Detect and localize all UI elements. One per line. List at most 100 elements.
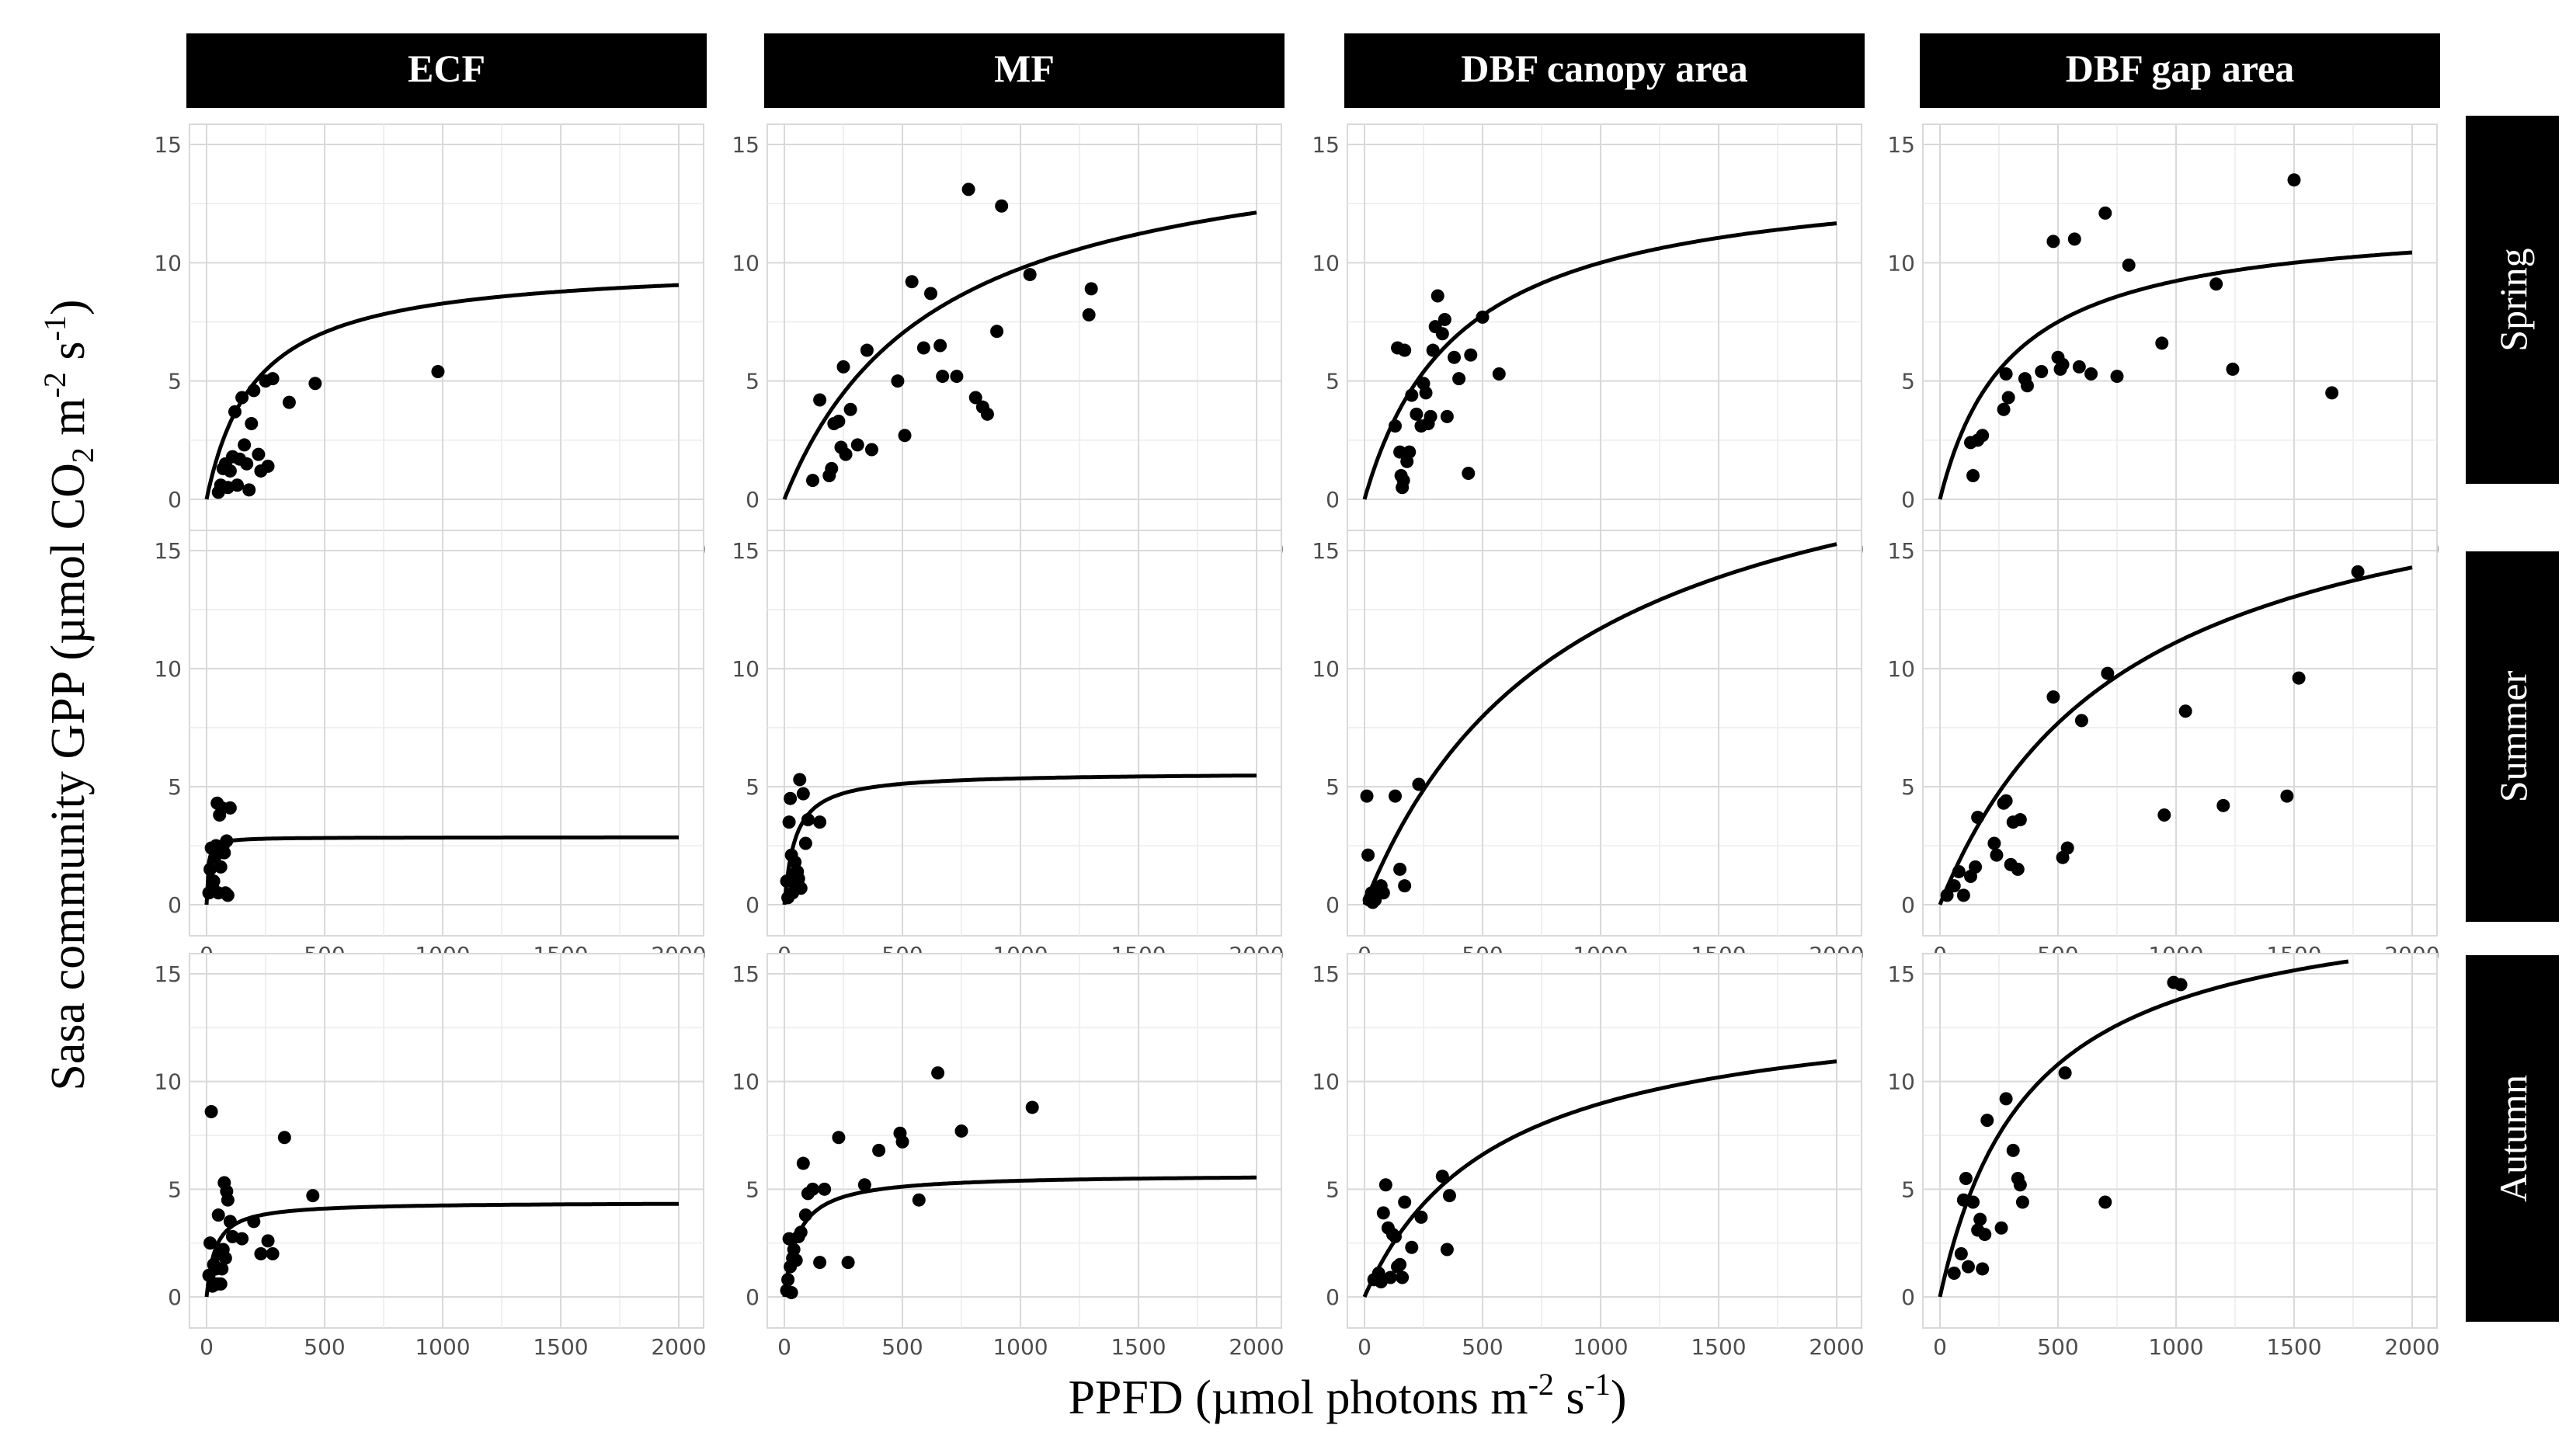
data-point <box>431 364 445 378</box>
data-point <box>1440 1243 1454 1257</box>
data-point <box>916 341 930 355</box>
data-point <box>207 874 221 888</box>
data-point <box>1976 1262 1990 1276</box>
data-point <box>223 801 237 815</box>
data-point <box>805 474 819 488</box>
y-tick-label: 5 <box>1326 369 1340 395</box>
data-point <box>1410 407 1424 421</box>
y-tick-label: 10 <box>1312 250 1340 276</box>
data-point <box>2287 173 2301 187</box>
y-tick-label: 15 <box>1312 132 1340 158</box>
data-point <box>784 791 798 805</box>
data-point <box>813 393 827 407</box>
x-tick-label: 0 <box>1358 1334 1371 1360</box>
data-point <box>231 478 245 492</box>
row-strip-summer <box>2466 551 2559 922</box>
data-point <box>277 1131 291 1145</box>
fit-curve <box>204 283 680 500</box>
y-tick-label: 15 <box>732 538 760 564</box>
data-point <box>2020 379 2034 393</box>
panel-border <box>1347 123 1862 531</box>
data-point <box>813 815 827 829</box>
row-strip-autumn <box>2466 955 2559 1322</box>
data-point <box>805 1182 819 1196</box>
data-point <box>1398 879 1412 893</box>
data-point <box>1448 350 1462 364</box>
data-point <box>1976 429 1990 443</box>
data-point <box>950 370 964 384</box>
data-point <box>2060 841 2074 855</box>
data-point <box>1435 1170 1449 1184</box>
data-point <box>891 374 905 388</box>
y-tick-label: 15 <box>1887 538 1915 564</box>
data-point <box>282 395 296 409</box>
data-point <box>1966 1195 1980 1209</box>
column-strip-mf <box>764 33 1285 108</box>
x-axis-label: PPFD (µmol photons m-2 s-1) <box>1068 1367 1626 1424</box>
data-point <box>2155 336 2169 350</box>
data-point <box>1961 1260 1975 1274</box>
data-point <box>1999 1092 2013 1106</box>
x-tick-label: 500 <box>881 1334 923 1360</box>
data-point <box>217 846 231 860</box>
panel-border <box>1347 953 1862 1329</box>
data-point <box>2056 357 2070 371</box>
data-point <box>936 370 950 384</box>
data-point <box>1999 794 2013 808</box>
y-tick-label: 10 <box>732 656 760 682</box>
fit-curve <box>1362 1059 1837 1298</box>
x-tick-label: 1500 <box>533 1334 588 1360</box>
data-point <box>1393 862 1407 876</box>
x-tick-label: 1000 <box>415 1334 470 1360</box>
data-point <box>1403 445 1417 459</box>
y-tick-label: 15 <box>154 132 182 158</box>
data-point <box>1440 409 1454 423</box>
data-point <box>2035 364 2049 378</box>
y-tick-label: 0 <box>168 487 182 513</box>
data-point <box>832 414 846 428</box>
data-point <box>864 443 878 457</box>
column-strip-dbf-canopy-area <box>1344 33 1865 108</box>
data-point <box>1389 789 1403 803</box>
data-point <box>2178 704 2192 718</box>
data-point <box>781 1273 795 1287</box>
data-point <box>1940 888 1954 902</box>
data-point <box>2084 367 2098 381</box>
data-point <box>1360 789 1374 803</box>
panel-border <box>1922 123 2438 531</box>
panel-autumn-ecf: 0 500 1000 1500 2000 0 5 10 15 <box>154 953 707 1360</box>
data-point <box>2157 808 2171 822</box>
data-point <box>912 1193 926 1207</box>
data-point <box>221 1193 235 1207</box>
data-point <box>2209 277 2223 291</box>
y-tick-label: 5 <box>1901 774 1915 800</box>
panel-border <box>189 953 704 1329</box>
y-tick-label: 15 <box>1887 961 1915 987</box>
column-label-dbf-canopy-area: DBF canopy area <box>1461 47 1747 90</box>
data-point <box>238 438 252 452</box>
data-point <box>1431 289 1444 303</box>
data-point <box>1383 1270 1397 1284</box>
data-point <box>223 464 237 478</box>
data-point <box>2280 789 2294 803</box>
data-point <box>843 402 857 416</box>
data-point <box>2101 666 2115 680</box>
row-label-summer: Summer <box>2491 670 2535 802</box>
data-point <box>1414 1210 1428 1224</box>
x-tick-label: 0 <box>1933 1334 1947 1360</box>
data-point <box>1987 836 2001 850</box>
panel-border <box>189 123 704 531</box>
data-point <box>836 360 850 374</box>
data-point <box>214 860 228 874</box>
data-point <box>1378 1178 1392 1192</box>
data-point <box>2325 386 2339 400</box>
data-point <box>789 1253 803 1267</box>
data-point <box>220 834 234 848</box>
y-tick-label: 10 <box>1312 1069 1340 1095</box>
y-tick-label: 10 <box>732 1069 760 1095</box>
data-point <box>2226 362 2240 376</box>
y-tick-label: 5 <box>1326 1177 1340 1202</box>
data-point <box>203 1236 217 1250</box>
